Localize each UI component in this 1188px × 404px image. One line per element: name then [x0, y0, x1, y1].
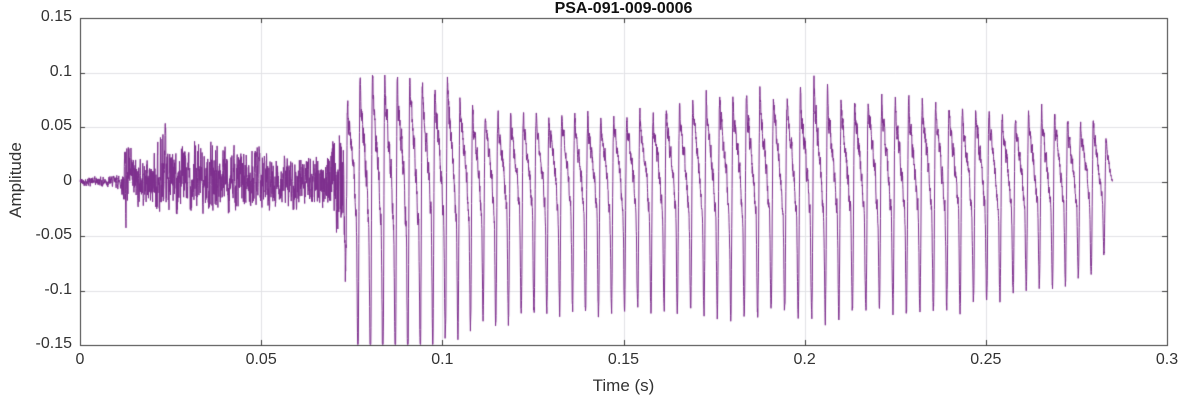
x-tick-label: 0.2: [793, 351, 816, 368]
y-tick-label: 0.05: [40, 117, 72, 134]
x-tick-label: 0.15: [607, 351, 640, 368]
x-tick-label: 0: [75, 351, 85, 368]
x-tick-label: 0.1: [431, 351, 454, 368]
y-tick-label: -0.15: [35, 335, 72, 352]
x-tick-label: 0.3: [1155, 351, 1179, 368]
y-tick-label: -0.05: [35, 226, 72, 243]
y-tick-label: 0: [63, 171, 72, 189]
chart-title: PSA-091-009-0006: [554, 0, 693, 17]
x-axis-label: Time (s): [592, 376, 655, 395]
x-tick-label: 0.25: [970, 351, 1002, 368]
y-tick-label: 0.1: [49, 62, 72, 80]
y-tick-label: 0.15: [40, 8, 72, 25]
x-tick-label: 0.05: [245, 351, 277, 368]
y-tick-label: -0.1: [44, 280, 72, 298]
